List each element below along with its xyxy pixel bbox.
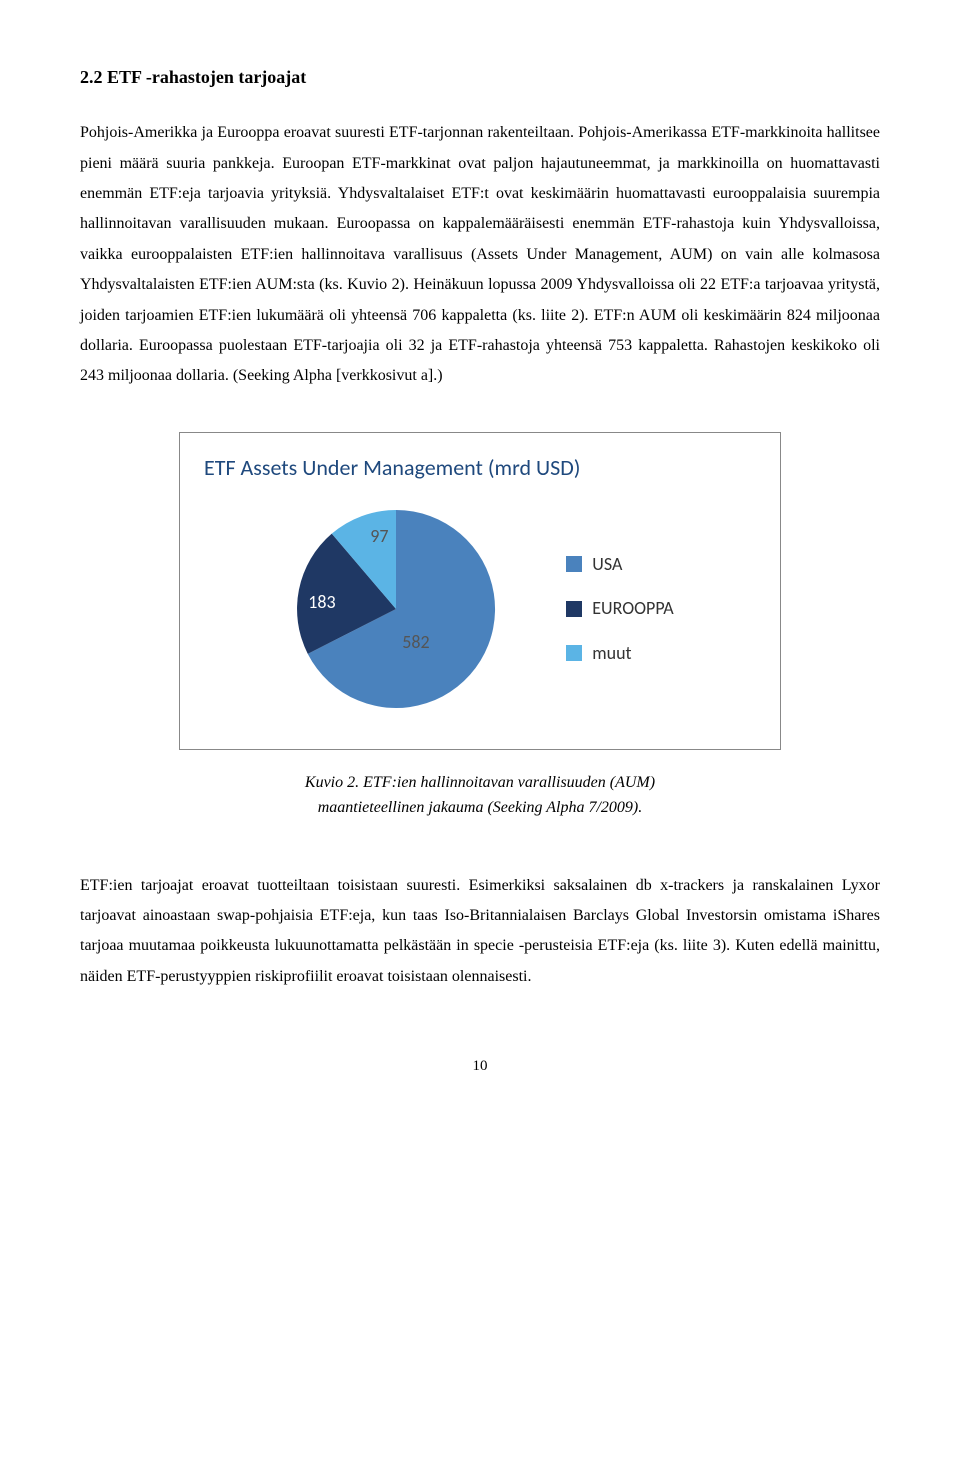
figure-caption: Kuvio 2. ETF:ien hallinnoitavan varallis… (80, 770, 880, 821)
legend-label: USA (592, 547, 622, 581)
aum-pie-chart: ETF Assets Under Management (mrd USD) 58… (179, 432, 781, 750)
legend-label: EUROOPPA (592, 591, 673, 625)
legend-item-eur: EUROOPPA (566, 591, 673, 625)
legend-item-usa: USA (566, 547, 673, 581)
swatch-icon (566, 601, 582, 617)
section-heading: 2.2 ETF -rahastojen tarjoajat (80, 60, 880, 94)
pie-graphic: 582 183 97 (286, 499, 506, 719)
paragraph-1: Pohjois-Amerikka ja Eurooppa eroavat suu… (80, 118, 880, 392)
pie-label-usa: 582 (402, 625, 429, 659)
paragraph-2: ETF:ien tarjoajat eroavat tuotteiltaan t… (80, 871, 880, 993)
caption-line-2: maantieteellinen jakauma (Seeking Alpha … (318, 799, 643, 816)
chart-title: ETF Assets Under Management (mrd USD) (204, 447, 760, 489)
pie-label-muut: 97 (370, 519, 388, 553)
chart-legend: USA EUROOPPA muut (566, 537, 673, 680)
legend-item-muut: muut (566, 636, 673, 670)
swatch-icon (566, 556, 582, 572)
page-number: 10 (80, 1052, 880, 1081)
swatch-icon (566, 645, 582, 661)
caption-line-1: Kuvio 2. ETF:ien hallinnoitavan varallis… (305, 774, 655, 791)
pie-label-eur: 183 (308, 585, 335, 619)
legend-label: muut (592, 636, 631, 670)
